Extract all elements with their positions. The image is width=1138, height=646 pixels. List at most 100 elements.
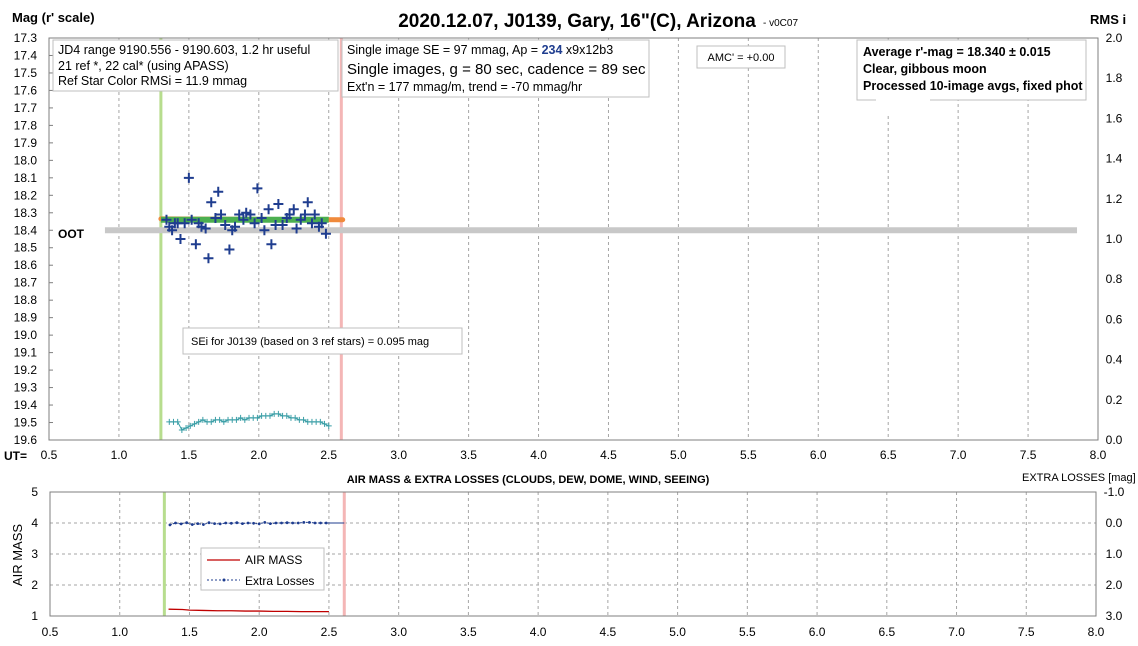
top-gridlines	[118, 38, 1029, 440]
top-y-tick-label: 18.6	[14, 258, 38, 272]
bottom-x-tick-label: 2.0	[251, 625, 268, 639]
processing-text: Processed 10-image avgs, fixed phot	[863, 79, 1083, 93]
top-y-tick-label: 17.8	[14, 118, 38, 132]
jd-range-text: JD4 range 9190.556 - 9190.603, 1.2 hr us…	[58, 43, 310, 57]
legend-airmass-label: AIR MASS	[245, 553, 302, 567]
bottom-plot-frame	[49, 491, 1097, 617]
chart-title: 2020.12.07, J0139, Gary, 16"(C), Arizona	[398, 11, 756, 32]
bottom-x-tick-label: 5.0	[669, 625, 686, 639]
rms-point	[216, 416, 223, 423]
extra-losses-point	[218, 522, 222, 526]
single-images-text: Single images, g = 80 sec, cadence = 89 …	[347, 61, 646, 78]
top-y-tick-label: 19.0	[14, 328, 38, 342]
photometry-point	[213, 186, 224, 197]
rms-point	[237, 414, 244, 421]
top-x-tick-label: 4.5	[600, 448, 617, 462]
bottom-y-tick-label: 4	[31, 516, 38, 530]
photometry-point	[186, 214, 197, 225]
top-y-tick-label: 18.9	[14, 311, 38, 325]
top-y-tick-label: 18.2	[14, 188, 38, 202]
rms-point	[208, 418, 215, 425]
extra-losses-point	[319, 521, 322, 525]
top-y-tick-label: 17.3	[14, 31, 38, 45]
bottom-x-tick-label: 8.0	[1088, 625, 1105, 639]
bottom-x-tick-label: 7.0	[948, 625, 965, 639]
top-x-tick-label: 2.0	[250, 448, 267, 462]
extra-losses-point	[229, 521, 233, 525]
extra-losses-point	[202, 523, 205, 526]
oot-label: OOT	[58, 227, 85, 241]
photometry-point	[299, 209, 310, 220]
photometry-point	[256, 213, 267, 224]
bottom-y2-tick-label: 1.0	[1106, 547, 1123, 561]
photometry-point	[234, 209, 245, 220]
top-x-tick-label: 7.5	[1020, 448, 1037, 462]
photometry-point	[200, 223, 211, 234]
photometry-point	[284, 209, 295, 220]
top-x-tick-label: 3.0	[390, 448, 407, 462]
photometry-point	[316, 218, 327, 229]
photometry-point	[306, 218, 317, 229]
sei-box: SEi for J0139 (based on 3 ref stars) = 0…	[182, 327, 463, 355]
extra-losses-point	[280, 521, 283, 525]
top-y-tick-label: 18.5	[14, 241, 38, 255]
extra-losses-point	[241, 522, 244, 526]
photometry-point	[266, 239, 277, 250]
top-y-tick-label: 19.5	[14, 416, 38, 430]
photometry-point	[203, 253, 214, 264]
chart-version: - v0C07	[763, 18, 798, 29]
bottom-y2-tick-label: -1.0	[1104, 485, 1125, 499]
bottom-chart-title: AIR MASS & EXTRA LOSSES (CLOUDS, DEW, DO…	[347, 474, 710, 486]
rms-point	[191, 420, 198, 427]
photometry-point	[309, 209, 320, 220]
legend: AIR MASS Extra Losses	[200, 547, 325, 591]
extra-losses-point	[224, 521, 228, 525]
extra-losses-point	[263, 520, 267, 524]
rms-point	[283, 412, 290, 419]
bottom-y2-axis-label: EXTRA LOSSES [mag]	[1022, 472, 1136, 484]
rms-point	[220, 418, 227, 425]
photometry-point	[320, 228, 331, 239]
amc-text: AMC' = +0.00	[708, 52, 775, 64]
bottom-x-tick-label: 7.5	[1018, 625, 1035, 639]
bottom-y-tick-label: 2	[31, 578, 38, 592]
bottom-x-tick-label: 2.5	[321, 625, 338, 639]
top-y-tick-label: 17.4	[14, 48, 38, 62]
photometry-point	[273, 199, 284, 210]
photometry-point	[238, 214, 249, 225]
top-y-tick-label: 18.3	[14, 206, 38, 220]
top-axis-ticks: 0.5 1.0 1.5 2.0 2.5 3.0 3.5 4.0 4.5 5.0 5.5 6.0 6.5 7…	[14, 31, 1123, 462]
top-x-tick-label: 6.5	[880, 448, 897, 462]
photometry-point	[295, 214, 306, 225]
top-y-tick-label: 17.5	[14, 66, 38, 80]
photometry-point	[263, 204, 274, 215]
extra-losses-point	[213, 522, 216, 526]
bottom-x-tick-label: 3.0	[390, 625, 407, 639]
top-y-tick-label: 18.0	[14, 153, 38, 167]
rms-point	[183, 424, 190, 431]
bottom-x-tick-label: 4.5	[600, 625, 617, 639]
bottom-y2-tick-label: 2.0	[1106, 578, 1123, 592]
top-y-tick-label: 19.3	[14, 381, 38, 395]
y-axis-label: Mag (r' scale)	[12, 10, 95, 25]
top-x-tick-label: 2.5	[320, 448, 337, 462]
top-y-tick-label: 19.4	[14, 398, 38, 412]
y2-axis-label: RMS i	[1090, 12, 1126, 27]
average-mag-box: Average r'-mag = 18.340 ± 0.015 Clear, g…	[856, 39, 1087, 115]
extra-losses-point	[308, 520, 311, 524]
conditions-text: Clear, gibbous moon	[863, 62, 987, 76]
photometry-point	[175, 234, 186, 244]
top-x-tick-label: 7.0	[950, 448, 967, 462]
bottom-x-tick-label: 1.5	[181, 625, 198, 639]
top-y-tick-label: 19.1	[14, 346, 38, 360]
photometry-point	[291, 223, 302, 234]
top-y2-tick-label: 0.4	[1106, 353, 1123, 367]
top-plot-marks	[104, 38, 1078, 440]
top-y2-tick-label: 2.0	[1106, 31, 1123, 45]
rms-point	[325, 422, 332, 429]
photometry-point	[183, 172, 194, 183]
single-se-text: Single image SE = 97 mmag, Ap = 234 x9x1…	[347, 43, 613, 57]
top-y2-tick-label: 0.0	[1106, 433, 1123, 447]
top-y2-tick-label: 1.4	[1106, 152, 1123, 166]
bottom-plot-marks	[162, 492, 346, 616]
